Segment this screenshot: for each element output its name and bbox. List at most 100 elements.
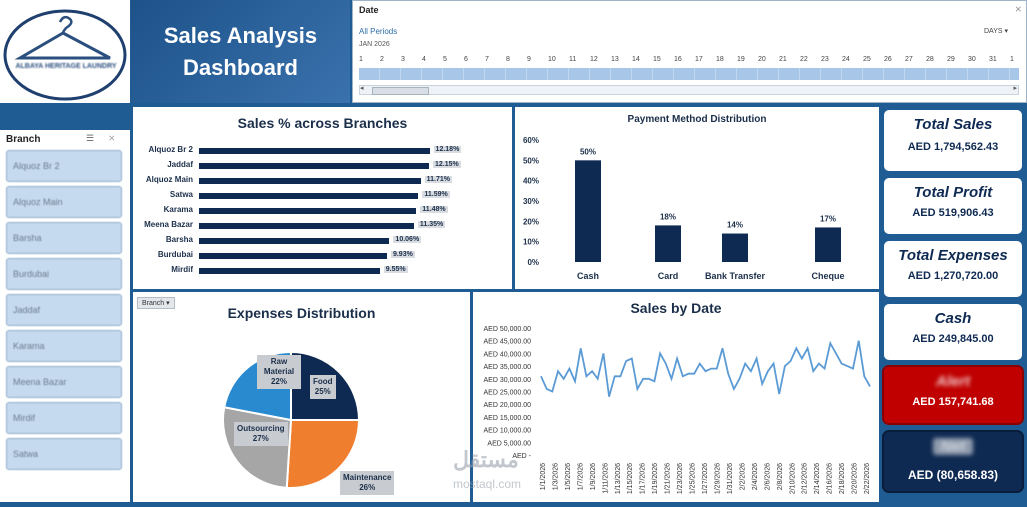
timeline-title: Date — [359, 5, 379, 15]
timeline-day[interactable]: 23 — [821, 56, 829, 63]
timeline-day[interactable]: 8 — [506, 56, 510, 63]
clear-filter-icon[interactable]: ⨯ — [1014, 4, 1022, 14]
y-tick-label: AED 10,000.00 — [484, 428, 532, 435]
kpi-title: Cash — [934, 310, 972, 327]
kpi-title: Total Profit — [913, 184, 993, 201]
branch-slicer-item[interactable]: Meena Bazar — [6, 366, 122, 398]
timeline-day[interactable]: 12 — [590, 56, 598, 63]
timeline-day[interactable]: 20 — [758, 56, 766, 63]
timeline-day[interactable]: 4 — [422, 56, 426, 63]
timeline-day[interactable]: 19 — [737, 56, 745, 63]
timeline-day[interactable]: 27 — [905, 56, 913, 63]
timeline-day[interactable]: 9 — [527, 56, 531, 63]
timeline-day[interactable]: 7 — [485, 56, 489, 63]
x-tick-label: 1/13/2026 — [615, 463, 622, 494]
branch-slicer-item[interactable]: Alquoz Main — [6, 186, 122, 218]
branch-slicer-item[interactable]: Satwa — [6, 438, 122, 470]
bar-category-label: Barsha — [165, 235, 193, 244]
timeline-day[interactable]: 15 — [653, 56, 661, 63]
bar-category-label: Jaddaf — [167, 160, 193, 169]
timeline-scrollbar[interactable]: ◂ ▸ — [359, 85, 1019, 95]
chart-title: Sales % across Branches — [237, 115, 408, 131]
timeline-day[interactable]: 14 — [632, 56, 640, 63]
multi-select-icon[interactable]: ☰ — [86, 133, 95, 143]
branch-slicer: Branch ☰ ⨯ Alquoz Br 2 Alquoz Main Barsha B… — [0, 130, 130, 502]
watermark-arabic: مستقل — [453, 447, 519, 472]
bar-value-label: 50% — [580, 147, 596, 156]
timeline-day[interactable]: 11 — [569, 56, 577, 63]
x-tick-label: 1/1/2026 — [540, 463, 547, 490]
bar-category-label: Alquoz Br 2 — [148, 145, 193, 154]
branch-filter-button[interactable]: Branch ▾ — [137, 297, 175, 309]
slice-name: Outsourcing — [237, 424, 285, 433]
y-tick-label: AED 50,000.00 — [484, 326, 532, 333]
scroll-right-icon[interactable]: ▸ — [1013, 85, 1017, 92]
x-category-label: Bank Transfer — [705, 271, 766, 281]
timeline-day[interactable]: 16 — [674, 56, 682, 63]
timeline-day[interactable]: 30 — [968, 56, 976, 63]
x-category-label: Card — [658, 271, 679, 281]
bar-value-label: 11.59% — [422, 191, 450, 198]
branch-slicer-item[interactable]: Alquoz Br 2 — [6, 150, 122, 182]
timeline-day[interactable]: 13 — [611, 56, 619, 63]
branch-slicer-item[interactable]: Karama — [6, 330, 122, 362]
kpi-cash: Cash AED 249,845.00 — [882, 302, 1024, 362]
y-tick-label: AED - — [512, 453, 531, 460]
x-tick-label: 2/8/2026 — [777, 463, 784, 490]
timeline-bar[interactable] — [359, 68, 1019, 80]
timeline-day[interactable]: 31 — [989, 56, 997, 63]
pie-slice — [285, 419, 361, 489]
branch-slicer-item[interactable]: Barsha — [6, 222, 122, 254]
timeline-day[interactable]: 1 — [359, 56, 363, 63]
timeline-day[interactable]: 22 — [800, 56, 808, 63]
slice-name: Food — [313, 377, 333, 386]
timeline-scroll-thumb[interactable] — [372, 87, 429, 95]
timeline-day[interactable]: 26 — [884, 56, 892, 63]
branch-slicer-item[interactable]: Jaddaf — [6, 294, 122, 326]
pie-slice-label: Raw Material 22% — [257, 355, 301, 389]
branch-slicer-item[interactable]: Mirdif — [6, 402, 122, 434]
x-tick-label: 2/22/2026 — [864, 463, 871, 494]
x-tick-label: 1/27/2026 — [702, 463, 709, 494]
timeline-day[interactable]: 28 — [926, 56, 934, 63]
timeline-day[interactable]: 29 — [947, 56, 955, 63]
x-tick-label: 2/18/2026 — [839, 463, 846, 494]
timeline-day[interactable]: 17 — [695, 56, 703, 63]
y-tick-label: 30% — [523, 197, 539, 206]
y-tick-label: 60% — [523, 136, 539, 145]
timeline-day[interactable]: 1 — [1010, 56, 1014, 63]
pie-slice — [222, 406, 293, 489]
timeline-day[interactable]: 21 — [779, 56, 787, 63]
timeline-day[interactable]: 2 — [380, 56, 384, 63]
timeline-day[interactable]: 3 — [401, 56, 405, 63]
x-tick-label: 1/29/2026 — [714, 463, 721, 494]
chart-title: Sales by Date — [630, 300, 722, 316]
timeline-day[interactable]: 5 — [443, 56, 447, 63]
x-tick-label: 2/10/2026 — [789, 463, 796, 494]
clear-filter-icon[interactable]: ⨯ — [108, 133, 116, 143]
timeline-day[interactable]: 6 — [464, 56, 468, 63]
y-tick-label: AED 20,000.00 — [484, 402, 532, 409]
timeline-day[interactable]: 18 — [716, 56, 724, 63]
scroll-left-icon[interactable]: ◂ — [360, 85, 364, 92]
expenses-pie-svg — [222, 350, 361, 489]
bar-value-label: 9.55% — [383, 266, 408, 273]
bar — [199, 193, 419, 199]
branch-slicer-item[interactable]: Burdubai — [6, 258, 122, 290]
bar-category-label: Satwa — [169, 190, 193, 199]
x-tick-label: 1/3/2026 — [552, 463, 559, 490]
x-tick-label: 2/6/2026 — [764, 463, 771, 490]
timeline-day[interactable]: 10 — [548, 56, 556, 63]
slice-value: 22% — [270, 377, 287, 386]
kpi-total-profit: Total Profit AED 519,906.43 — [882, 176, 1024, 236]
timeline-day[interactable]: 24 — [842, 56, 850, 63]
timeline-day[interactable]: 25 — [863, 56, 871, 63]
y-tick-label: AED 5,000.00 — [487, 440, 531, 447]
time-level-selector[interactable]: DAYS ▾ — [983, 28, 1008, 35]
payment-bar — [575, 160, 601, 262]
title-line-1: Sales Analysis — [163, 22, 318, 48]
kpi-value: AED 249,845.00 — [912, 333, 994, 345]
bar — [199, 238, 390, 244]
bar-value-label: 17% — [820, 214, 836, 223]
